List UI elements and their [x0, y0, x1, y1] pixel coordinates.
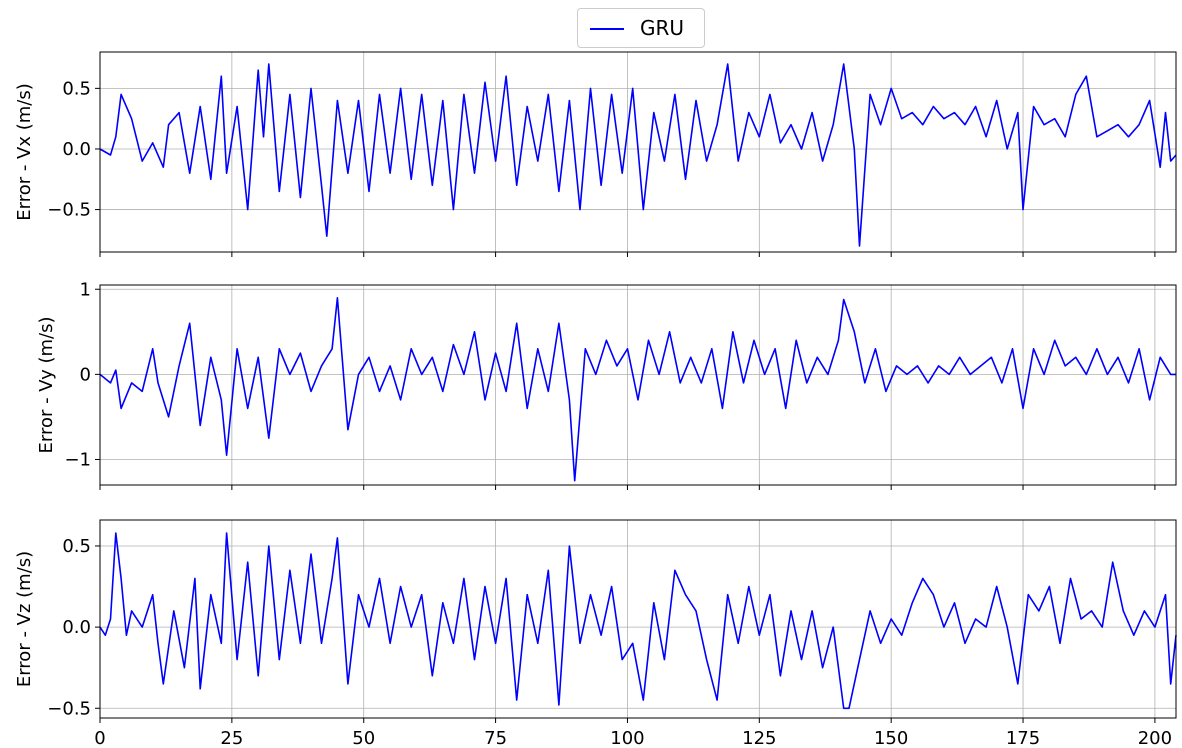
- axes-frame: [99, 284, 1177, 486]
- legend-label-gru: GRU: [640, 16, 685, 40]
- panel-vx: 0.5 0.0 −0.5 Error - Vx (m/s): [14, 51, 1177, 257]
- x-tick-label: 200: [1138, 728, 1172, 748]
- x-tick-label: 100: [610, 728, 644, 748]
- axes-frame: [99, 519, 1177, 719]
- y-tick-label: 0: [80, 364, 91, 385]
- y-tick-label: 0.0: [62, 617, 91, 638]
- axes-frame: [99, 51, 1177, 253]
- y-axis-label-vx: Error - Vx (m/s): [14, 83, 35, 221]
- x-tick-label: 75: [484, 728, 507, 748]
- y-tick-label: −0.5: [47, 698, 91, 719]
- panel-vy: 1 0 −1 Error - Vy (m/s): [36, 279, 1177, 490]
- y-tick-label: 1: [80, 279, 91, 300]
- x-tick-label: 50: [352, 728, 375, 748]
- x-tick-label: 175: [1006, 728, 1040, 748]
- y-axis-label-vy: Error - Vy (m/s): [36, 316, 57, 453]
- y-tick-label: −0.5: [47, 200, 91, 221]
- y-tick-label: 0.5: [62, 536, 91, 557]
- legend-swatch-gru: [590, 28, 624, 30]
- y-tick-label: 0.5: [62, 78, 91, 99]
- y-axis-label-vz: Error - Vz (m/s): [14, 551, 35, 687]
- series-line-vy: [99, 296, 1176, 482]
- y-tick-label: 0.0: [62, 139, 91, 160]
- y-tick-label: −1: [64, 449, 91, 470]
- series-line-vx: [99, 63, 1177, 247]
- x-tick-label: 125: [742, 728, 776, 748]
- x-tick-label: 150: [874, 728, 908, 748]
- legend: GRU: [577, 8, 705, 48]
- x-tick-label: 0: [94, 728, 105, 748]
- series-line-vz: [99, 532, 1177, 710]
- panels-group: 0.5 0.0 −0.5 Error - Vx (m/s) 1 0 −1 Error - Vy…: [14, 51, 1177, 748]
- x-tick-label: 25: [220, 728, 243, 748]
- panel-vz: 0 25 50 75 100 125 150 175 200 0.5 0.0 −0.5 Error - …: [14, 519, 1177, 748]
